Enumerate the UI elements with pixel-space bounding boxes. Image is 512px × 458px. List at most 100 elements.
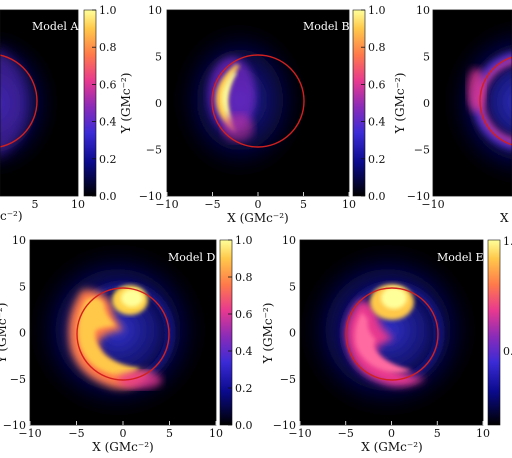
panel-e-yticks-label: 10	[282, 234, 296, 247]
panel-model-e: Model E −10 −5 0 5 10 10 5 0 −5 −10 X (GMc⁻²) Y …	[261, 234, 512, 454]
panel-c-hotspot	[467, 68, 485, 112]
panel-d-colorbar-ticks-label: 1.0	[235, 234, 253, 247]
panel-d-colorbar-ticks-label: 0.6	[235, 308, 253, 321]
panel-model-b: Model B −10 −5 0 5 10 10 5 0 −5 −10 X (GMc⁻²) Y …	[119, 4, 386, 225]
panel-d-xticks-label: 5	[166, 427, 173, 440]
panel-e-xticks: −10 −5 0 5 10	[288, 421, 490, 440]
panel-d-cap-core	[121, 289, 143, 307]
panel-a-colorbar-ticks-label: 0.0	[99, 190, 117, 203]
panel-e-circle	[345, 287, 439, 381]
panel-b-glow-low	[222, 114, 254, 142]
panel-e-xticks-label: 10	[476, 427, 490, 440]
panel-e-xticks-label: 0	[388, 427, 395, 440]
panel-c-yticks-label: 5	[423, 51, 430, 64]
panel-b-xticks-label: 5	[300, 198, 307, 211]
panel-d-circle	[76, 287, 170, 381]
panel-b-colorbar-ticks-label: 0.6	[368, 78, 386, 91]
panel-b-colorbar-ticks-label: 0.4	[368, 116, 386, 129]
panel-b-xticks-label: 10	[342, 198, 356, 211]
panel-b-xticks-label: 0	[255, 198, 262, 211]
panel-d-colorbar-ticks: 0.0 0.2 0.4 0.6 0.8 1.0	[228, 234, 253, 432]
panel-b-yticks: 10 5 0 −5 −10	[139, 4, 162, 203]
panel-b-xlabel: X (GMc⁻²)	[227, 211, 288, 225]
panel-b-xticks-label: −5	[204, 198, 220, 211]
panel-d-xlabel: X (GMc⁻²)	[92, 440, 153, 454]
panel-model-a: Model A 5 10 c⁻²) 0.0 0.2 0.4 0.6 0.8 1.0	[0, 4, 117, 223]
panel-a-colorbar-ticks-label: 0.4	[99, 116, 117, 129]
panel-d-xticks-label: −10	[18, 427, 41, 440]
panel-e-cbtick-0.4: 0.4	[503, 345, 512, 358]
panel-b-colorbar	[352, 9, 366, 197]
panel-c-yticks-label: 0	[423, 97, 430, 110]
panel-model-c: 10 5 0 −5 −10 −10 X Y (GMc⁻²)	[393, 4, 512, 225]
panel-d-xticks-label: 0	[120, 427, 127, 440]
panel-a-xtick-10: 10	[71, 198, 85, 211]
panel-e-label: Model E	[437, 251, 483, 264]
panel-d-yticks-label: 0	[19, 327, 26, 340]
panel-b-crescent	[215, 64, 240, 132]
panel-e-yticks-label: −10	[273, 419, 296, 432]
panel-b-colorbar-ticks: 0.0 0.2 0.4 0.6 0.8 1.0	[361, 4, 386, 203]
panel-b-colorbar-ticks-label: 0.2	[368, 153, 386, 166]
panel-c-yticks-label: 10	[416, 4, 430, 17]
panel-b-colorbar-ticks-label: 0.0	[368, 190, 386, 203]
panel-c-xlabel-fragment: X	[500, 211, 509, 225]
panel-a-colorbar-ticks: 0.0 0.2 0.4 0.6 0.8 1.0	[92, 4, 117, 203]
panel-e-yticks: 10 5 0 −5 −10	[273, 234, 296, 432]
panel-d-body-core	[78, 297, 140, 376]
panel-d-label: Model D	[168, 251, 215, 264]
panel-d-yticks-label: −10	[3, 419, 26, 432]
panel-b-crescent-core	[221, 72, 237, 124]
panel-b-yticks-label: 5	[155, 51, 162, 64]
panel-a-colorbar-ticks-label: 0.6	[99, 78, 117, 91]
panel-c-circle	[479, 56, 512, 146]
panel-e-xlabel: X (GMc⁻²)	[361, 440, 422, 454]
panel-a-label: Model A	[32, 20, 79, 33]
panel-a-colorbar-ticks-label: 1.0	[99, 4, 117, 17]
panel-model-d: Model D −10 −5 0 5 10 10 5 0 −5 −10 X (GMc⁻²) Y …	[0, 234, 253, 454]
panel-c-ylabel: Y (GMc⁻²)	[393, 73, 407, 135]
panel-b-yticks-label: −10	[139, 190, 162, 203]
panel-b-yticks-label: 10	[148, 4, 162, 17]
panel-d-xticks-label: −5	[68, 427, 84, 440]
panel-d-tail	[118, 371, 162, 389]
panel-d-xticks: −10 −5 0 5 10	[18, 421, 223, 440]
panel-b-colorbar-ticks-label: 1.0	[368, 4, 386, 17]
panel-d-colorbar	[219, 239, 233, 426]
panel-d-yticks: 10 5 0 −5 −10	[3, 234, 26, 432]
panel-b-xticks: −10 −5 0 5 10	[155, 192, 356, 211]
panel-a-colorbar-ticks-label: 0.8	[99, 41, 117, 54]
panel-e-cap-core	[381, 287, 407, 309]
panel-a-halo	[0, 23, 64, 183]
panel-d-ylabel: Y (GMc⁻²)	[0, 303, 9, 365]
panel-d-colorbar-ticks-label: 0.4	[235, 345, 253, 358]
panel-a-frame	[0, 9, 79, 197]
panel-d-xticks-label: 10	[209, 427, 223, 440]
panel-b-yticks-label: −5	[146, 144, 162, 157]
panel-d-colorbar-ticks-label: 0.8	[235, 271, 253, 284]
panel-e-yticks-label: −5	[280, 373, 296, 386]
panel-a-xtick-5: 5	[32, 198, 39, 211]
panel-c-yticks: 10 5 0 −5 −10	[407, 4, 430, 203]
panel-e-body-core	[354, 312, 412, 373]
panel-d-colorbar-ticks-label: 0.0	[235, 419, 253, 432]
panel-b-ylabel: Y (GMc⁻²)	[119, 73, 133, 135]
panel-c-yticks-label: −5	[414, 144, 430, 157]
panel-c-yticks-label: −10	[407, 190, 430, 203]
panel-b-xticks-label: −10	[155, 198, 178, 211]
panel-c-xtick-m10: −10	[421, 198, 444, 211]
panel-e-yticks-label: 5	[289, 280, 296, 293]
panel-e-cbtick-fragment: 1.	[503, 235, 512, 248]
panel-a-xlabel-fragment: c⁻²)	[0, 209, 23, 223]
panel-e-yticks-label: 0	[289, 327, 296, 340]
panel-b-label: Model B	[303, 20, 350, 33]
panel-e-xticks-label: 5	[434, 427, 441, 440]
panel-e-xticks-label: −10	[288, 427, 311, 440]
panel-d-colorbar-ticks-label: 0.2	[235, 382, 253, 395]
panel-b-circle	[211, 54, 305, 148]
panel-e-xticks-label: −5	[338, 427, 354, 440]
panel-a-colorbar	[83, 9, 97, 197]
panel-d-yticks-label: 5	[19, 280, 26, 293]
panel-a-colorbar-ticks-label: 0.2	[99, 153, 117, 166]
